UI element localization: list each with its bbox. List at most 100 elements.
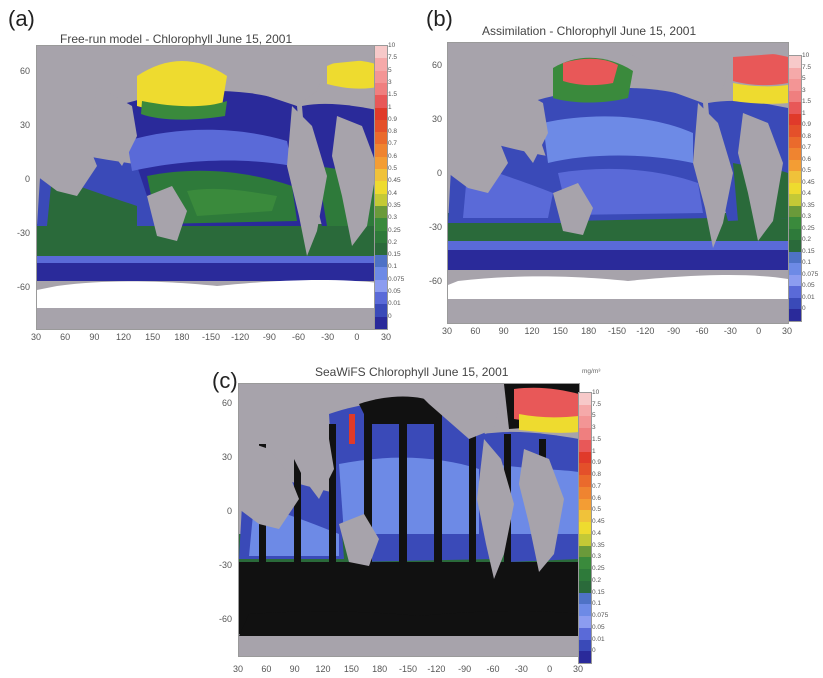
y-tick: 60 <box>431 60 442 70</box>
colorbar-segment <box>579 557 591 570</box>
colorbar-segment <box>789 182 801 195</box>
colorbar-label: 3 <box>592 424 596 432</box>
colorbar-segment <box>579 592 591 605</box>
colorbar-segment <box>579 616 591 629</box>
panel-title-b: Assimilation - Chlorophyll June 15, 2001 <box>482 24 697 38</box>
y-tick: 30 <box>19 120 30 130</box>
panel-label-c: (c) <box>212 368 238 393</box>
colorbar-segment <box>579 510 591 523</box>
colorbar-label: 1 <box>592 447 596 455</box>
y-tick: 0 <box>226 506 232 516</box>
x-tick: -120 <box>231 332 250 342</box>
colorbar-segment <box>375 242 387 256</box>
colorbar-label: 1 <box>388 103 392 111</box>
colorbar-segment <box>579 580 591 594</box>
colorbar-segment <box>789 79 801 92</box>
colorbar-segment <box>375 119 387 133</box>
colorbar-segment <box>789 171 801 184</box>
colorbar-label: 0.3 <box>802 213 812 221</box>
x-tick: 30 <box>781 326 792 336</box>
colorbar-label: 0 <box>388 312 392 320</box>
colorbar-segment <box>789 136 801 149</box>
x-tick: 30 <box>380 332 391 342</box>
colorbar-label: 0.01 <box>802 293 815 301</box>
colorbar-segment <box>375 279 387 293</box>
panel-title-c: SeaWiFS Chlorophyll June 15, 2001 <box>315 365 509 379</box>
colorbar-label: 0.1 <box>592 600 602 608</box>
colorbar-segment <box>789 194 801 207</box>
colorbar-label: 0.25 <box>802 224 815 232</box>
colorbar-segment <box>375 316 387 330</box>
x-tick: 30 <box>232 664 243 674</box>
map-b <box>447 42 789 324</box>
colorbar-segment <box>789 274 801 287</box>
colorbar-label: 1.5 <box>802 98 812 106</box>
x-tick: 60 <box>470 326 481 336</box>
colorbar-label: 0.01 <box>388 300 401 308</box>
colorbar-label: 5 <box>388 66 392 74</box>
colorbar-segment <box>375 70 387 84</box>
colorbar-segment <box>375 156 387 170</box>
colorbar-segment <box>579 569 591 582</box>
colorbar-segment <box>375 205 387 219</box>
y-tick: -60 <box>218 614 232 624</box>
colorbar-segment <box>789 56 801 69</box>
colorbar-segment <box>789 125 801 138</box>
colorbar-label: 1 <box>802 109 806 117</box>
colorbar-segment <box>789 251 801 264</box>
x-tick: 180 <box>581 326 597 336</box>
colorbar-label: 0.075 <box>592 612 609 620</box>
colorbar-segment <box>375 218 387 232</box>
colorbar-label: 0.7 <box>388 140 398 148</box>
map-a <box>36 45 388 330</box>
colorbar-segment <box>789 309 801 322</box>
colorbar-label: 0.45 <box>388 177 401 185</box>
colorbar-segment <box>579 416 591 429</box>
colorbar-segment <box>579 498 591 511</box>
colorbar-segment <box>375 267 387 281</box>
colorbar-segment <box>375 304 387 318</box>
colorbar-segment <box>375 230 387 244</box>
colorbar-label: 0.7 <box>802 144 812 152</box>
colorbar-label: 0.45 <box>592 518 605 526</box>
colorbar-label: 0.25 <box>592 565 605 573</box>
colorbar-label: 0.075 <box>388 275 405 283</box>
colorbar-segment <box>375 107 387 121</box>
map-c <box>238 383 580 657</box>
colorbar-segment <box>579 428 591 441</box>
colorbar-label: 7.5 <box>802 63 812 71</box>
colorbar-a <box>374 45 388 330</box>
colorbar-segment <box>375 82 387 96</box>
x-tick: 0 <box>756 326 762 336</box>
colorbar-segment <box>789 102 801 115</box>
colorbar-label: 0.5 <box>388 165 398 173</box>
colorbar-label: 7.5 <box>592 400 602 408</box>
colorbar-label: 0.35 <box>802 201 815 209</box>
colorbar-segment <box>579 404 591 417</box>
y-tick: 60 <box>221 398 232 408</box>
x-tick: 90 <box>89 332 100 342</box>
colorbar-segment <box>579 522 591 535</box>
colorbar-segment <box>789 240 801 253</box>
y-tick: -30 <box>218 560 232 570</box>
colorbar-label: 0.35 <box>388 201 401 209</box>
x-tick: -60 <box>695 326 709 336</box>
colorbar-label: 0.35 <box>592 541 605 549</box>
colorbar-label: 10 <box>802 52 810 59</box>
colorbar-label: 0.3 <box>592 553 602 561</box>
colorbar-label: 0.9 <box>592 459 602 467</box>
colorbar-segment <box>789 205 801 218</box>
colorbar-segment <box>789 90 801 103</box>
colorbar-label: 0.6 <box>388 152 398 160</box>
x-tick: 150 <box>552 326 568 336</box>
panel-title-a: Free-run model - Chlorophyll June 15, 20… <box>60 32 293 46</box>
x-tick: -60 <box>291 332 305 342</box>
x-tick: -30 <box>723 326 737 336</box>
x-tick: 30 <box>572 664 583 674</box>
colorbar-segment <box>375 95 387 108</box>
panel-label-a: (a) <box>8 6 35 31</box>
colorbar-label: 1.5 <box>388 91 398 99</box>
colorbar-label: 0.2 <box>802 236 812 244</box>
x-tick: 120 <box>524 326 540 336</box>
colorbar-label: 0.2 <box>388 238 398 246</box>
